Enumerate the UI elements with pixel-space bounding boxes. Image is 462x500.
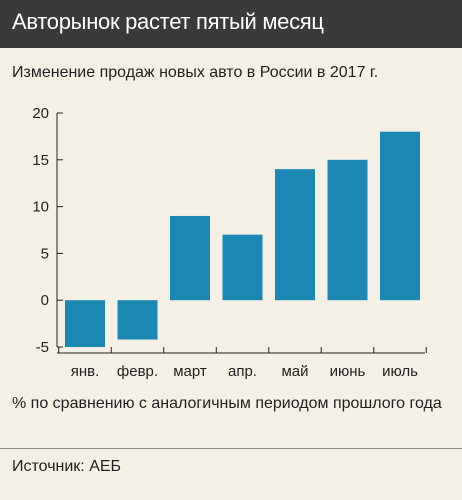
bar-6 bbox=[327, 159, 368, 301]
x-tick-label: июнь bbox=[330, 363, 366, 380]
x-tick-labels: янв. февр. март апр. май июнь июль bbox=[71, 363, 418, 380]
title-bar: Авторынок растет пятый месяц bbox=[0, 0, 462, 48]
bar-chart: -5 0 5 10 15 20 янв. февр. март апр. май июнь июль bbox=[32, 105, 427, 380]
chart-title: Авторынок растет пятый месяц bbox=[12, 9, 324, 34]
bar-1 bbox=[65, 300, 105, 347]
bar-7 bbox=[380, 131, 420, 301]
y-tick-label: 0 bbox=[41, 292, 49, 309]
y-ticks: -5 0 5 10 15 20 bbox=[32, 105, 63, 356]
x-tick-label: май bbox=[281, 363, 308, 380]
y-tick-label: 20 bbox=[32, 105, 49, 122]
y-tick-label: -5 bbox=[36, 339, 49, 356]
x-tick-label: март bbox=[173, 363, 207, 380]
chart-subtitle: Изменение продаж новых авто в России в 2… bbox=[12, 64, 379, 81]
bar-3 bbox=[170, 215, 210, 301]
source-text: Источник: АЕБ bbox=[12, 458, 122, 475]
y-tick-label: 15 bbox=[32, 152, 49, 169]
x-tick-label: янв. bbox=[71, 363, 100, 380]
y-tick-label: 5 bbox=[41, 245, 49, 262]
x-ticks bbox=[58, 347, 427, 353]
bar-2 bbox=[117, 300, 158, 340]
x-tick-label: февр. bbox=[117, 363, 158, 380]
bars bbox=[65, 131, 420, 347]
bar-4 bbox=[222, 234, 263, 301]
y-tick-label: 10 bbox=[32, 199, 49, 216]
bar-5 bbox=[275, 169, 315, 301]
x-tick-label: апр. bbox=[228, 363, 257, 380]
source-divider bbox=[0, 448, 462, 449]
x-tick-label: июль bbox=[382, 363, 418, 380]
chart-note: % по сравнению с аналогичным периодом пр… bbox=[12, 395, 442, 412]
